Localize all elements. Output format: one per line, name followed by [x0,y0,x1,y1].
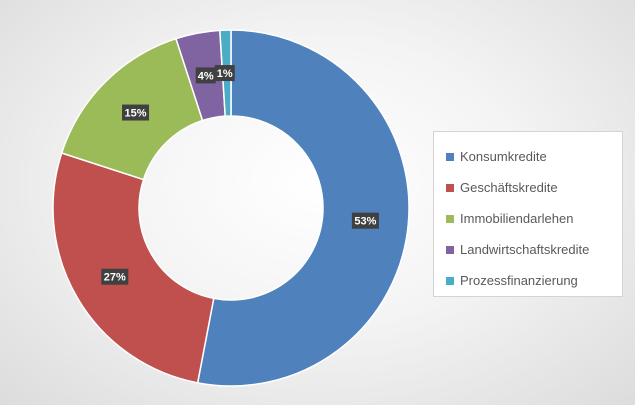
data-label-box [122,104,150,121]
data-label-box [351,212,379,229]
legend-swatch [446,214,454,223]
data-label-box [214,65,235,82]
legend-label: Immobiliendarlehen [460,211,574,226]
data-label-box [195,67,216,84]
legend-item: Geschäftskredite [446,172,622,203]
legend-swatch [446,245,454,254]
data-label-text: 1% [217,68,233,80]
data-label-text: 27% [104,272,126,284]
legend-item: Konsumkredite [446,141,622,172]
legend-item: Prozessfinanzierung [446,265,622,296]
legend-swatch [446,276,454,285]
data-label-box [101,268,129,285]
legend-label: Konsumkredite [460,149,547,164]
legend-label: Geschäftskredite [460,180,558,195]
data-label: 15% [122,104,150,121]
legend-item: Immobiliendarlehen [446,203,622,234]
data-label: 27% [101,268,129,285]
data-label: 53% [351,212,379,229]
data-label: 4% [195,67,216,84]
legend-item: Landwirtschaftskredite [446,234,622,265]
legend-swatch [446,183,454,192]
donut-slice-konsumkredite [196,29,410,387]
legend-label: Landwirtschaftskredite [460,242,590,257]
donut-slice-geschäftskredite [52,152,215,384]
data-label-text: 4% [198,70,214,82]
data-label: 1% [214,65,235,82]
legend-swatch [446,152,454,161]
data-label-text: 15% [125,108,147,120]
data-label-text: 53% [354,216,376,228]
legend-label: Prozessfinanzierung [460,273,578,288]
legend: Konsumkredite Geschäftskredite Immobilie… [433,131,623,297]
